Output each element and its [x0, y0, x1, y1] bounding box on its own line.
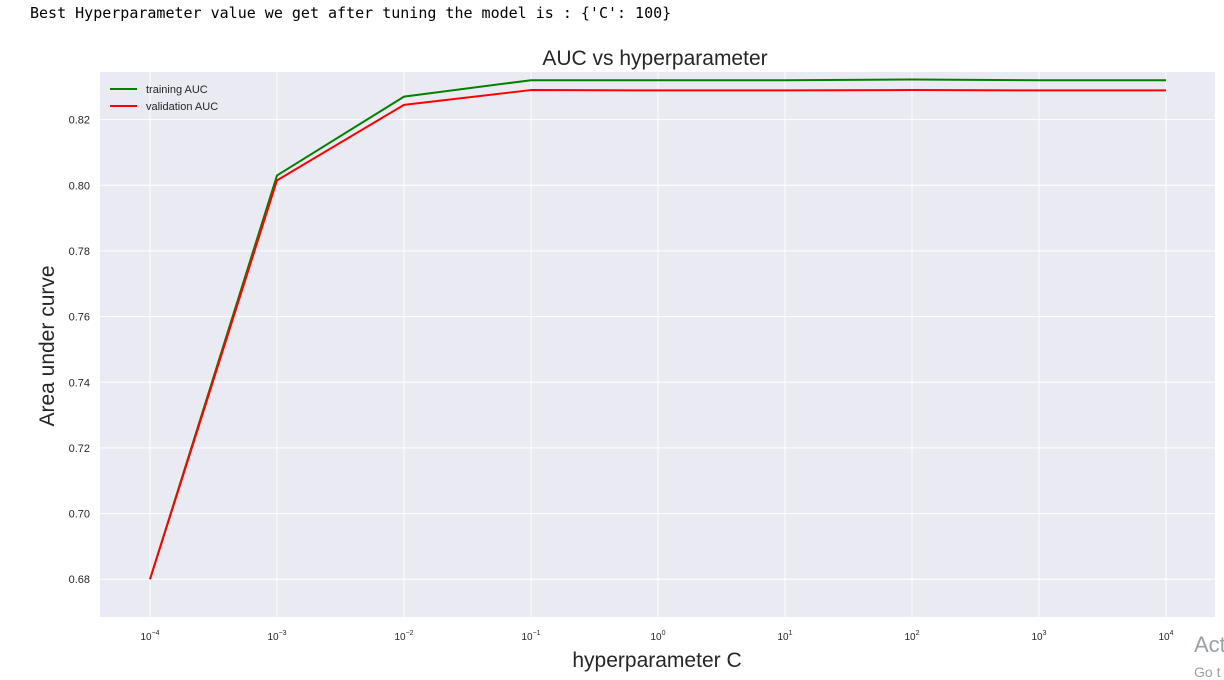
chart-title: AUC vs hyperparameter — [542, 47, 767, 70]
x-tick-label: 104 — [1158, 630, 1173, 643]
legend-label: training AUC — [146, 84, 208, 96]
validation-auc-line — [149, 89, 1166, 580]
y-tick-label: 0.80 — [69, 180, 90, 192]
x-tick-label: 102 — [904, 630, 919, 643]
x-tick-label: 103 — [1031, 630, 1046, 643]
y-tick-label: 0.82 — [69, 115, 90, 127]
x-tick-labels: 10−4 10−3 10−2 10−1 100 101 102 103 104 — [140, 630, 1173, 643]
y-tick-label: 0.74 — [69, 377, 90, 389]
x-tick-label: 100 — [650, 630, 665, 643]
x-tick-label: 10−3 — [267, 630, 286, 643]
y-gridlines — [100, 119, 1215, 580]
watermark-subtext: Go t — [1194, 664, 1221, 680]
y-axis-label: Area under curve — [36, 265, 59, 426]
series-lines — [149, 78, 1166, 580]
x-gridlines — [149, 72, 1167, 617]
y-tick-label: 0.78 — [69, 246, 90, 258]
x-tick-label: 101 — [777, 630, 792, 643]
watermark-text: Act — [1194, 632, 1224, 657]
x-tick-label: 10−1 — [521, 630, 540, 643]
legend: training AUC validation AUC — [110, 84, 218, 113]
x-tick-label: 10−4 — [140, 630, 159, 643]
x-axis-label: hyperparameter C — [572, 649, 741, 672]
y-tick-label: 0.70 — [69, 509, 90, 521]
x-tick-label: 10−2 — [394, 630, 413, 643]
training-auc-line — [149, 78, 1166, 580]
y-tick-label: 0.76 — [69, 312, 90, 324]
y-tick-labels: 0.68 0.70 0.72 0.74 0.76 0.78 0.80 0.82 — [69, 115, 90, 587]
y-tick-label: 0.72 — [69, 443, 90, 455]
legend-label: validation AUC — [146, 101, 218, 113]
y-tick-label: 0.68 — [69, 574, 90, 586]
best-hyperparameter-output: Best Hyperparameter value we get after t… — [30, 4, 672, 22]
